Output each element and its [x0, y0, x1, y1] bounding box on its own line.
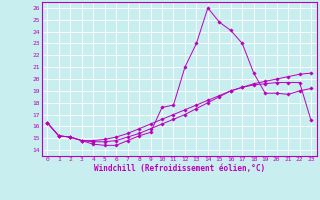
X-axis label: Windchill (Refroidissement éolien,°C): Windchill (Refroidissement éolien,°C)	[94, 164, 265, 173]
